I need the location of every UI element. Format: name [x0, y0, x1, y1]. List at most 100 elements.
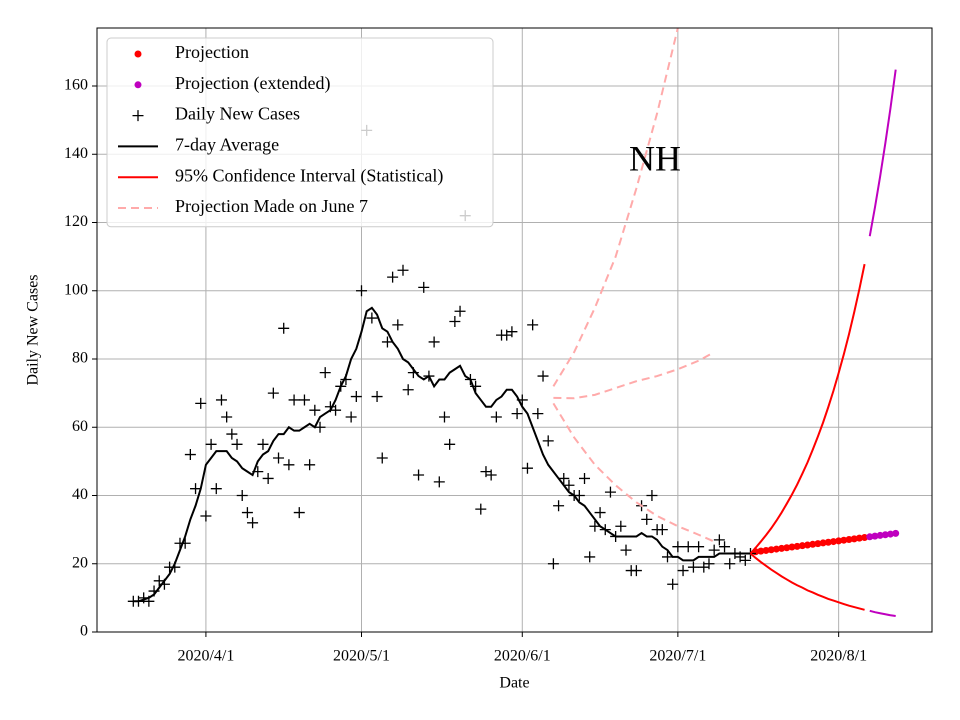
case-marker: [381, 336, 393, 348]
series-line: [749, 263, 866, 555]
series-line: [749, 552, 865, 611]
case-marker: [356, 285, 368, 297]
case-marker: [195, 397, 207, 409]
y-tick-label: 60: [72, 418, 88, 435]
x-tick-label: 2020/8/1: [810, 648, 867, 665]
projection-dot: [809, 540, 817, 548]
case-marker: [444, 438, 456, 450]
projection-dot: [861, 533, 869, 541]
case-marker: [667, 578, 679, 590]
case-marker: [713, 534, 725, 546]
case-marker: [247, 517, 259, 529]
x-tick-label: 2020/7/1: [649, 648, 706, 665]
case-marker: [241, 507, 253, 519]
case-marker: [687, 561, 699, 573]
x-tick-label: 2020/4/1: [177, 648, 234, 665]
case-marker: [392, 319, 404, 331]
case-marker: [190, 483, 202, 495]
case-marker: [298, 394, 310, 406]
case-marker: [620, 544, 632, 556]
x-axis-label: Date: [499, 675, 529, 692]
case-marker: [527, 319, 539, 331]
legend-marker: [132, 110, 144, 122]
legend-marker: [134, 50, 142, 58]
y-tick-label: 120: [64, 213, 88, 230]
projection-dot: [876, 531, 884, 539]
case-marker: [262, 472, 274, 484]
projection-dot: [871, 532, 879, 540]
case-marker: [594, 507, 606, 519]
case-marker: [345, 411, 357, 423]
case-marker: [438, 411, 450, 423]
case-marker: [682, 541, 694, 553]
series-line: [552, 402, 715, 543]
case-marker: [521, 462, 533, 474]
case-marker: [179, 537, 191, 549]
case-marker: [288, 394, 300, 406]
legend-label: Projection: [175, 42, 249, 62]
projection-dot: [757, 547, 765, 555]
case-marker: [615, 520, 627, 532]
case-marker: [553, 500, 565, 512]
case-marker: [532, 408, 544, 420]
case-marker: [563, 479, 575, 491]
case-marker: [547, 558, 559, 570]
projection-dot: [819, 539, 827, 547]
series-line: [869, 609, 896, 617]
case-marker: [724, 558, 736, 570]
case-marker: [677, 565, 689, 577]
case-marker: [221, 411, 233, 423]
case-marker: [542, 435, 554, 447]
case-marker: [267, 387, 279, 399]
case-marker: [604, 486, 616, 498]
case-marker: [537, 370, 549, 382]
projection-dot: [772, 545, 780, 553]
projection-dot: [845, 536, 853, 544]
case-marker: [573, 490, 585, 502]
projection-dot: [835, 537, 843, 545]
y-tick-label: 80: [72, 350, 88, 367]
projection-dot: [829, 538, 837, 546]
case-marker: [661, 551, 673, 563]
projection-dot: [814, 540, 822, 548]
case-marker: [376, 452, 388, 464]
series-line: [553, 351, 715, 400]
projection-dot: [892, 529, 900, 537]
case-marker: [506, 326, 518, 338]
case-marker: [703, 558, 715, 570]
case-marker: [418, 281, 430, 293]
case-marker: [273, 452, 285, 464]
case-marker: [656, 524, 668, 536]
x-tick-label: 2020/6/1: [494, 648, 551, 665]
y-tick-label: 160: [64, 77, 88, 94]
case-marker: [490, 411, 502, 423]
case-marker: [641, 513, 653, 525]
case-marker: [397, 264, 409, 276]
case-marker: [304, 459, 316, 471]
case-marker: [485, 469, 497, 481]
case-marker: [236, 490, 248, 502]
legend-label: Daily New Cases: [175, 104, 300, 124]
case-marker: [584, 551, 596, 563]
projection-dot: [783, 544, 791, 552]
axes-frame: [96, 27, 933, 633]
case-marker: [449, 315, 461, 327]
case-marker: [283, 459, 295, 471]
case-marker: [210, 483, 222, 495]
case-marker: [579, 472, 591, 484]
projection-dot: [824, 538, 832, 546]
case-marker: [371, 391, 383, 403]
y-tick-label: 0: [80, 623, 88, 640]
case-marker: [433, 476, 445, 488]
case-marker: [184, 449, 196, 461]
case-marker: [200, 510, 212, 522]
plot-area: [127, 28, 900, 617]
case-marker: [319, 367, 331, 379]
case-marker: [630, 565, 642, 577]
y-tick-label: 40: [72, 486, 88, 503]
case-marker: [589, 520, 601, 532]
case-marker: [257, 438, 269, 450]
annotation: NH: [629, 138, 681, 178]
